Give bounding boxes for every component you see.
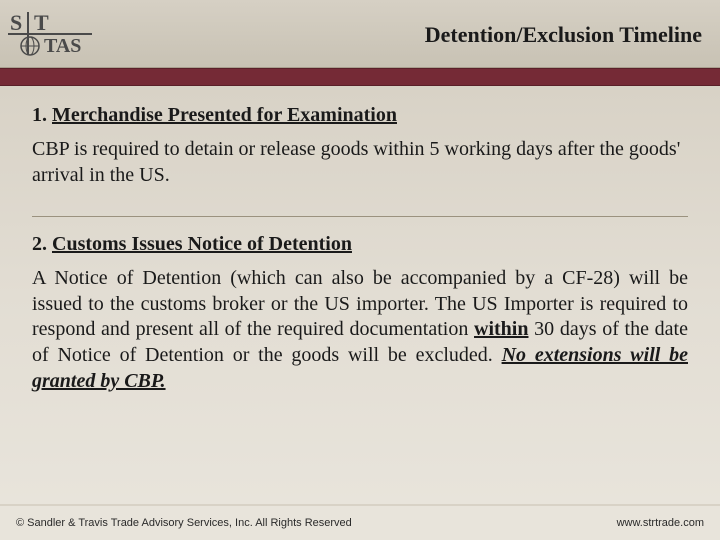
page-title: Detention/Exclusion Timeline: [425, 22, 702, 48]
section-2-body: A Notice of Detention (which can also be…: [32, 266, 688, 394]
slide-content: 1. Merchandise Presented for Examination…: [0, 86, 720, 504]
svg-text:TAS: TAS: [44, 35, 81, 57]
logo-icon: S T TAS: [6, 8, 94, 60]
company-logo: S T TAS: [6, 8, 94, 60]
svg-text:T: T: [34, 10, 49, 35]
section-2-heading: 2. Customs Issues Notice of Detention: [32, 233, 688, 256]
section-1-number: 1.: [32, 104, 47, 126]
slide-header: S T TAS Detention/Exclusion Timeline: [0, 0, 720, 68]
accent-bar: [0, 68, 720, 86]
section-2-title: Customs Issues Notice of Detention: [52, 233, 352, 255]
section-1-heading: 1. Merchandise Presented for Examination: [32, 104, 688, 127]
section-1-body: CBP is required to detain or release goo…: [32, 137, 688, 188]
section-divider: [32, 216, 688, 217]
section-2-part-1: within: [474, 318, 528, 340]
section-1-title: Merchandise Presented for Examination: [52, 104, 397, 126]
slide-footer: © Sandler & Travis Trade Advisory Servic…: [0, 506, 720, 540]
svg-text:S: S: [10, 10, 22, 35]
copyright-text: © Sandler & Travis Trade Advisory Servic…: [16, 517, 352, 529]
website-url: www.strtrade.com: [617, 517, 704, 529]
section-2-number: 2.: [32, 233, 47, 255]
